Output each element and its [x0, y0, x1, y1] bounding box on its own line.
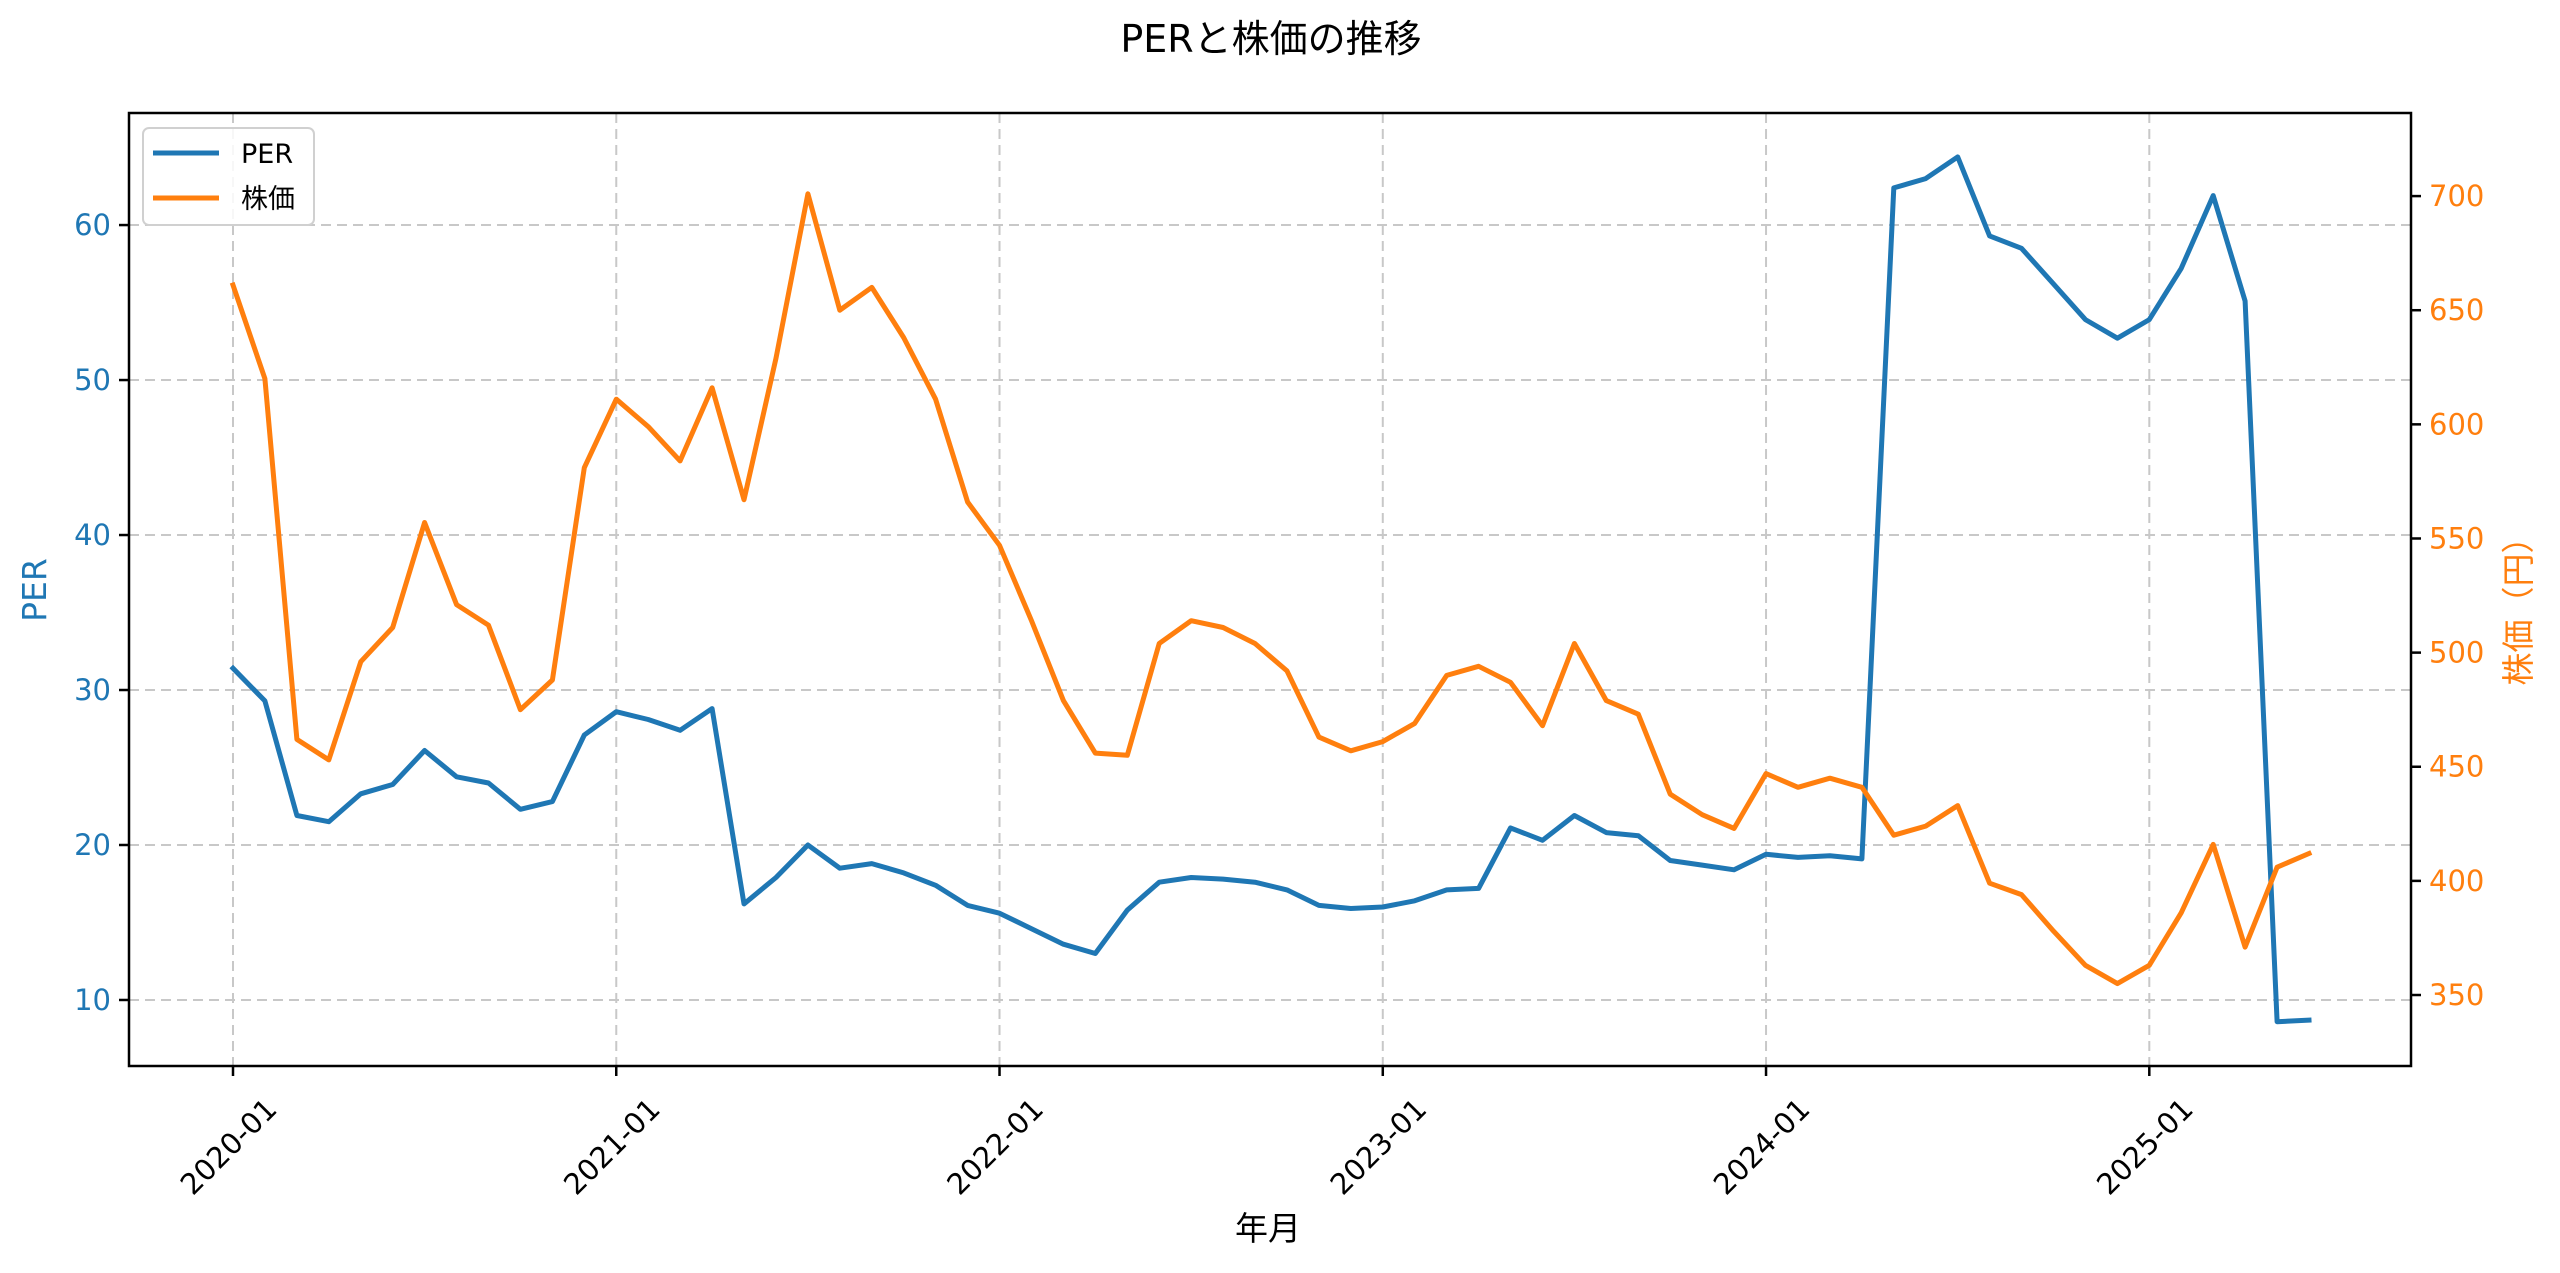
- y-tick-label-right: 600: [2429, 407, 2484, 441]
- legend-label-stock: 株価: [241, 184, 295, 215]
- y-tick-label-right: 450: [2429, 750, 2484, 784]
- chart-title: PERと株価の推移: [1120, 17, 1421, 61]
- y-tick-label-left: 40: [74, 518, 111, 552]
- y-tick-label-left: 20: [74, 828, 111, 862]
- y-tick-label-right: 550: [2429, 521, 2484, 555]
- stock-price-line: [229, 191, 2313, 987]
- grid-lines: [129, 113, 2411, 1066]
- plot-frame: [127, 111, 2413, 1068]
- y-axis-label-left: PER: [15, 558, 54, 622]
- y-tick-label-right: 400: [2429, 864, 2484, 898]
- y-tick-label-right: 700: [2429, 179, 2484, 213]
- y-tick-label-right: 500: [2429, 636, 2484, 670]
- legend: PER 株価: [142, 127, 315, 226]
- y-tick-label-left: 60: [74, 208, 111, 242]
- y-tick-label-right: 350: [2429, 978, 2484, 1012]
- per-line: [229, 154, 2312, 1025]
- y-tick-label-left: 10: [74, 983, 111, 1017]
- y-axis-label-right: 株価（円）: [2499, 521, 2538, 686]
- y-tick-label-left: 50: [74, 363, 111, 397]
- x-axis-label: 年月: [1235, 1209, 1301, 1248]
- y-tick-label-right: 650: [2429, 293, 2484, 327]
- plot-series: [229, 154, 2313, 1025]
- legend-label-per: PER: [241, 139, 293, 170]
- y-tick-label-left: 30: [74, 673, 111, 707]
